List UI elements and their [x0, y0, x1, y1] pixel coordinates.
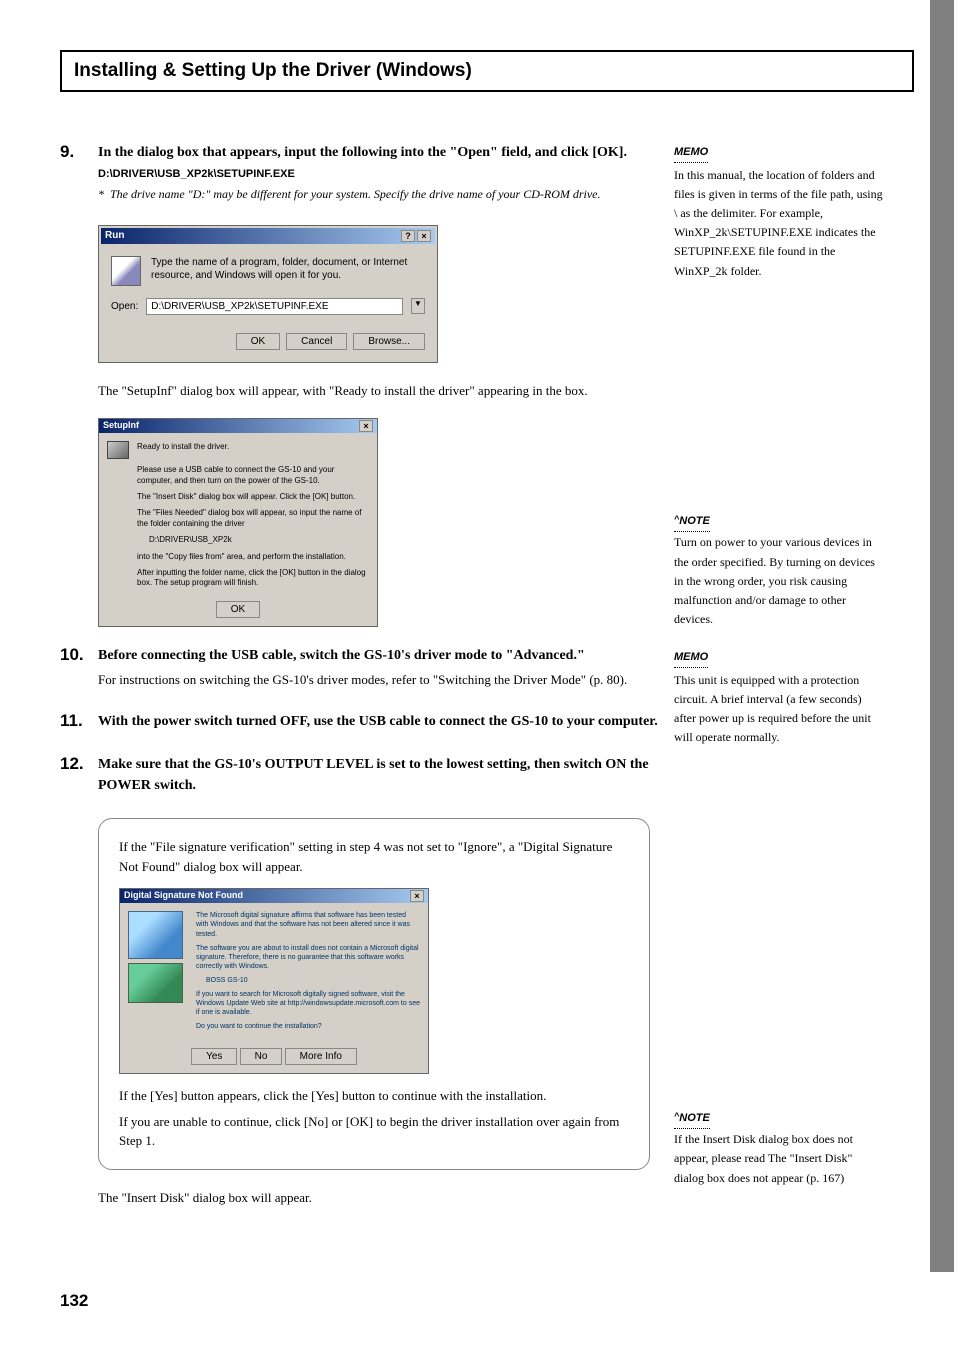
callout-intro: If the "File signature verification" set…: [119, 837, 629, 876]
dsig-dialog: Digital Signature Not Found × The Micros…: [119, 888, 429, 1074]
memo-text: In this manual, the location of folders …: [674, 166, 884, 281]
dsig-text: If you want to search for Microsoft digi…: [196, 990, 420, 1017]
cancel-button[interactable]: Cancel: [286, 333, 347, 350]
run-titlebar: Run ? ×: [101, 228, 435, 244]
browse-button[interactable]: Browse...: [353, 333, 425, 350]
run-dialog: Run ? × Type the name of a program, fold…: [98, 225, 438, 363]
header-title: Installing & Setting Up the Driver (Wind…: [74, 60, 900, 82]
dsig-titlebar: Digital Signature Not Found ×: [120, 889, 428, 903]
help-button[interactable]: ?: [401, 230, 415, 242]
dsig-title-text: Digital Signature Not Found: [124, 890, 243, 902]
setupinf-line: into the "Copy files from" area, and per…: [137, 552, 369, 562]
run-title-text: Run: [105, 230, 124, 242]
close-button[interactable]: ×: [417, 230, 431, 242]
note-text: If the Insert Disk dialog box does not a…: [674, 1130, 884, 1188]
step-title: Before connecting the USB cable, switch …: [98, 645, 670, 666]
close-button[interactable]: ×: [359, 420, 373, 432]
step-9: 9. In the dialog box that appears, input…: [60, 142, 670, 203]
setupinf-ready: Ready to install the driver.: [137, 441, 229, 459]
signature-callout: If the "File signature verification" set…: [98, 818, 650, 1170]
setupinf-titlebar: SetupInf ×: [99, 419, 377, 433]
memo-label: MEMO: [674, 649, 708, 668]
post-run-text: The "SetupInf" dialog box will appear, w…: [98, 381, 670, 401]
dsig-text: The software you are about to install do…: [196, 944, 420, 971]
setupinf-line: The "Insert Disk" dialog box will appear…: [137, 492, 369, 502]
setupinf-line: Please use a USB cable to connect the GS…: [137, 465, 369, 486]
run-description: Type the name of a program, folder, docu…: [151, 256, 425, 286]
dropdown-button[interactable]: ▼: [411, 298, 425, 314]
step-11: 11. With the power switch turned OFF, us…: [60, 711, 670, 732]
dsig-text: The Microsoft digital signature affirms …: [196, 911, 420, 938]
sidebar: MEMO In this manual, the location of fol…: [674, 142, 884, 1188]
run-icon: [111, 256, 141, 286]
step-note: *The drive name "D:" may be different fo…: [98, 186, 670, 203]
memo-block: MEMO This unit is equipped with a protec…: [674, 647, 884, 747]
dsig-text: BOSS GS-10: [206, 976, 420, 985]
step-number: 12.: [60, 754, 98, 796]
dsig-icon: [128, 963, 183, 1003]
open-input[interactable]: [146, 298, 403, 315]
setupinf-line: The "Files Needed" dialog box will appea…: [137, 508, 369, 529]
ok-button[interactable]: OK: [216, 601, 260, 618]
callout-no: If you are unable to continue, click [No…: [119, 1112, 629, 1151]
setupinf-title-text: SetupInf: [103, 420, 139, 432]
dsig-icon: [128, 911, 183, 959]
yes-button[interactable]: Yes: [191, 1048, 237, 1065]
more-info-button[interactable]: More Info: [285, 1048, 357, 1065]
side-tab: [930, 0, 954, 1272]
step-title: Make sure that the GS-10's OUTPUT LEVEL …: [98, 754, 670, 796]
step-12: 12. Make sure that the GS-10's OUTPUT LE…: [60, 754, 670, 796]
main-content: 9. In the dialog box that appears, input…: [60, 142, 670, 1207]
note-block: ^NOTE Turn on power to your various devi…: [674, 511, 884, 630]
page-number: 132: [60, 1291, 88, 1311]
note-text: The drive name "D:" may be different for…: [110, 187, 601, 201]
setupinf-dialog: SetupInf × Ready to install the driver. …: [98, 418, 378, 627]
note-text: Turn on power to your various devices in…: [674, 533, 884, 629]
step-number: 10.: [60, 645, 98, 690]
callout-yes: If the [Yes] button appears, click the […: [119, 1086, 629, 1106]
memo-block: MEMO In this manual, the location of fol…: [674, 142, 884, 281]
step-number: 11.: [60, 711, 98, 732]
open-label: Open:: [111, 301, 138, 312]
note-label: ^NOTE: [674, 513, 710, 531]
note-block: ^NOTE If the Insert Disk dialog box does…: [674, 1108, 884, 1188]
setupinf-icon: [107, 441, 129, 459]
setupinf-line: After inputting the folder name, click t…: [137, 568, 369, 589]
step-title: In the dialog box that appears, input th…: [98, 142, 670, 163]
note-label: ^NOTE: [674, 1110, 710, 1128]
step-body: For instructions on switching the GS-10'…: [98, 670, 670, 690]
no-button[interactable]: No: [240, 1048, 283, 1065]
post-insert-text: The "Insert Disk" dialog box will appear…: [98, 1188, 670, 1208]
run-dialog-figure: Run ? × Type the name of a program, fold…: [98, 225, 670, 363]
ok-button[interactable]: OK: [236, 333, 280, 350]
header-bar: Installing & Setting Up the Driver (Wind…: [60, 50, 914, 92]
step-number: 9.: [60, 142, 98, 203]
step-10: 10. Before connecting the USB cable, swi…: [60, 645, 670, 690]
setupinf-dialog-figure: SetupInf × Ready to install the driver. …: [98, 418, 670, 627]
step-code: D:\DRIVER\USB_XP2k\SETUPINF.EXE: [98, 168, 670, 180]
memo-text: This unit is equipped with a protection …: [674, 671, 884, 748]
close-button[interactable]: ×: [410, 890, 424, 902]
setupinf-line: D:\DRIVER\USB_XP2k: [149, 535, 369, 545]
dsig-text: Do you want to continue the installation…: [196, 1022, 420, 1031]
memo-label: MEMO: [674, 144, 708, 163]
step-title: With the power switch turned OFF, use th…: [98, 711, 670, 732]
